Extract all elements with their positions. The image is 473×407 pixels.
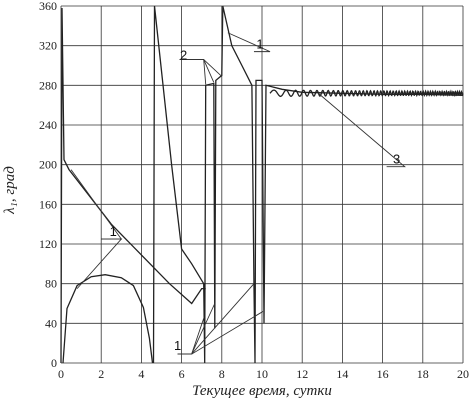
leader-line <box>177 311 264 355</box>
x-axis-label: Текущее время, сутки <box>192 383 332 399</box>
leader-line <box>317 92 406 168</box>
x-tick-label: 18 <box>417 367 429 381</box>
callout-label: 1 <box>256 37 263 52</box>
x-tick-label: 6 <box>179 367 185 381</box>
series-line-2 <box>62 274 154 364</box>
leader-line <box>179 59 215 83</box>
x-tick-label: 12 <box>296 367 308 381</box>
leader-line <box>177 303 216 355</box>
x-tick-labels: 0 2 4 6 8 10 12 14 16 18 20 <box>58 367 469 381</box>
leader-line <box>177 283 255 355</box>
leader-line <box>76 238 123 289</box>
callout-label: 1 <box>110 224 117 239</box>
series-oscillation <box>269 89 464 98</box>
callout-label: 3 <box>393 152 400 167</box>
y-tick-label: 40 <box>45 316 57 330</box>
y-tick-label: 120 <box>39 237 57 251</box>
data-curves <box>60 5 464 364</box>
series-line-1 <box>60 7 206 364</box>
grid-lines <box>60 5 464 364</box>
y-axis-label: λ₁, град <box>2 166 18 215</box>
leader-line <box>179 59 207 85</box>
y-tick-label: 280 <box>39 78 57 92</box>
x-tick-label: 16 <box>377 367 389 381</box>
y-tick-label: 320 <box>39 39 57 53</box>
leader-line <box>227 32 271 53</box>
leader-lines <box>70 32 406 355</box>
x-tick-label: 0 <box>58 367 64 381</box>
x-tick-label: 14 <box>336 367 348 381</box>
callout-label: 2 <box>180 48 187 63</box>
x-tick-label: 20 <box>457 367 469 381</box>
y-tick-label: 360 <box>39 0 57 13</box>
y-tick-label: 80 <box>45 277 57 291</box>
x-tick-label: 8 <box>219 367 225 381</box>
x-tick-label: 4 <box>138 367 144 381</box>
y-tick-label: 200 <box>39 158 57 172</box>
x-tick-label: 10 <box>256 367 268 381</box>
y-tick-label: 0 <box>51 356 57 370</box>
y-tick-label: 160 <box>39 197 57 211</box>
y-tick-label: 240 <box>39 118 57 132</box>
y-tick-labels: 0 40 80 120 160 200 240 280 320 360 <box>39 0 57 370</box>
callout-labels: 1 2 1 3 1 <box>110 37 401 353</box>
x-tick-label: 2 <box>98 367 104 381</box>
series-line-3 <box>152 5 464 364</box>
callout-label: 1 <box>174 338 181 353</box>
leader-line <box>179 59 223 77</box>
